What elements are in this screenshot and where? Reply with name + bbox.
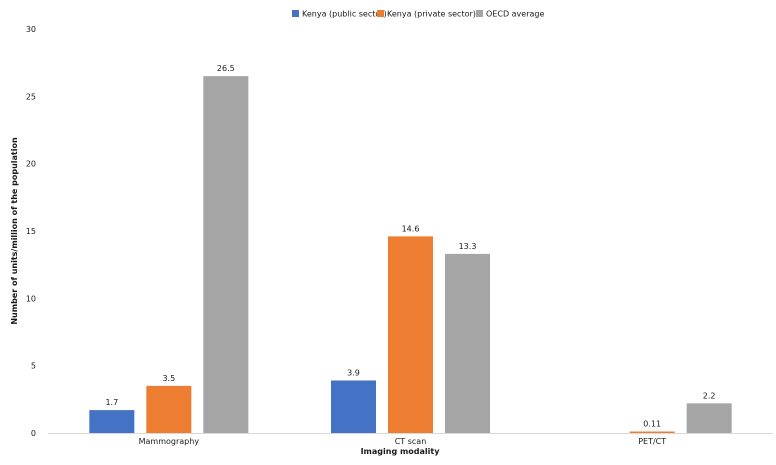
data-label: 26.5 [217,64,235,73]
x-tick-label: PET/CT [638,437,666,446]
bar-oecd-average [203,76,249,433]
bar-oecd-average [686,403,732,433]
data-label: 1.7 [105,398,118,407]
y-axis-title: Number of units/million of the populatio… [10,137,19,325]
x-tick-label: CT scan [395,437,427,446]
y-tick-label: 15 [26,227,36,236]
legend-label: Kenya (private sector) [387,10,476,19]
bar-kenya-private-sector [388,236,433,433]
data-label: 0.11 [643,420,661,429]
y-tick-label: 20 [26,160,36,169]
bar-oecd-average [445,253,490,433]
legend-swatch [476,10,483,17]
y-tick-label: 30 [26,25,36,34]
legend: Kenya (public sector) Kenya (private sect… [292,10,544,19]
data-label: 2.2 [703,391,716,400]
bar-kenya-private-sector [629,431,675,433]
legend-swatch [292,10,299,17]
data-label: 13.3 [459,242,477,251]
legend-swatch [377,10,384,17]
bar-kenya-private-sector [146,385,192,433]
x-axis: Mammography CT scan PET/CT [48,433,773,446]
y-tick-label: 10 [26,294,36,303]
data-label: 3.5 [162,374,175,383]
bars: 1.7 3.5 26.5 3.9 14.6 13.3 0.11 2.2 [89,64,732,433]
y-tick-label: 5 [31,362,36,371]
data-label: 14.6 [402,224,420,233]
x-axis-title: Imaging modality [361,447,441,456]
y-axis: 0 5 10 15 20 25 30 [26,25,36,438]
y-tick-label: 25 [26,92,36,101]
x-tick-label: Mammography [139,437,200,446]
data-label: 3.9 [347,368,360,377]
legend-label: OECD average [486,10,544,19]
bar-kenya-public-sector [331,380,376,433]
y-tick-label: 0 [31,429,36,438]
bar-kenya-public-sector [89,410,135,433]
legend-label: Kenya (public sector) [302,10,387,19]
